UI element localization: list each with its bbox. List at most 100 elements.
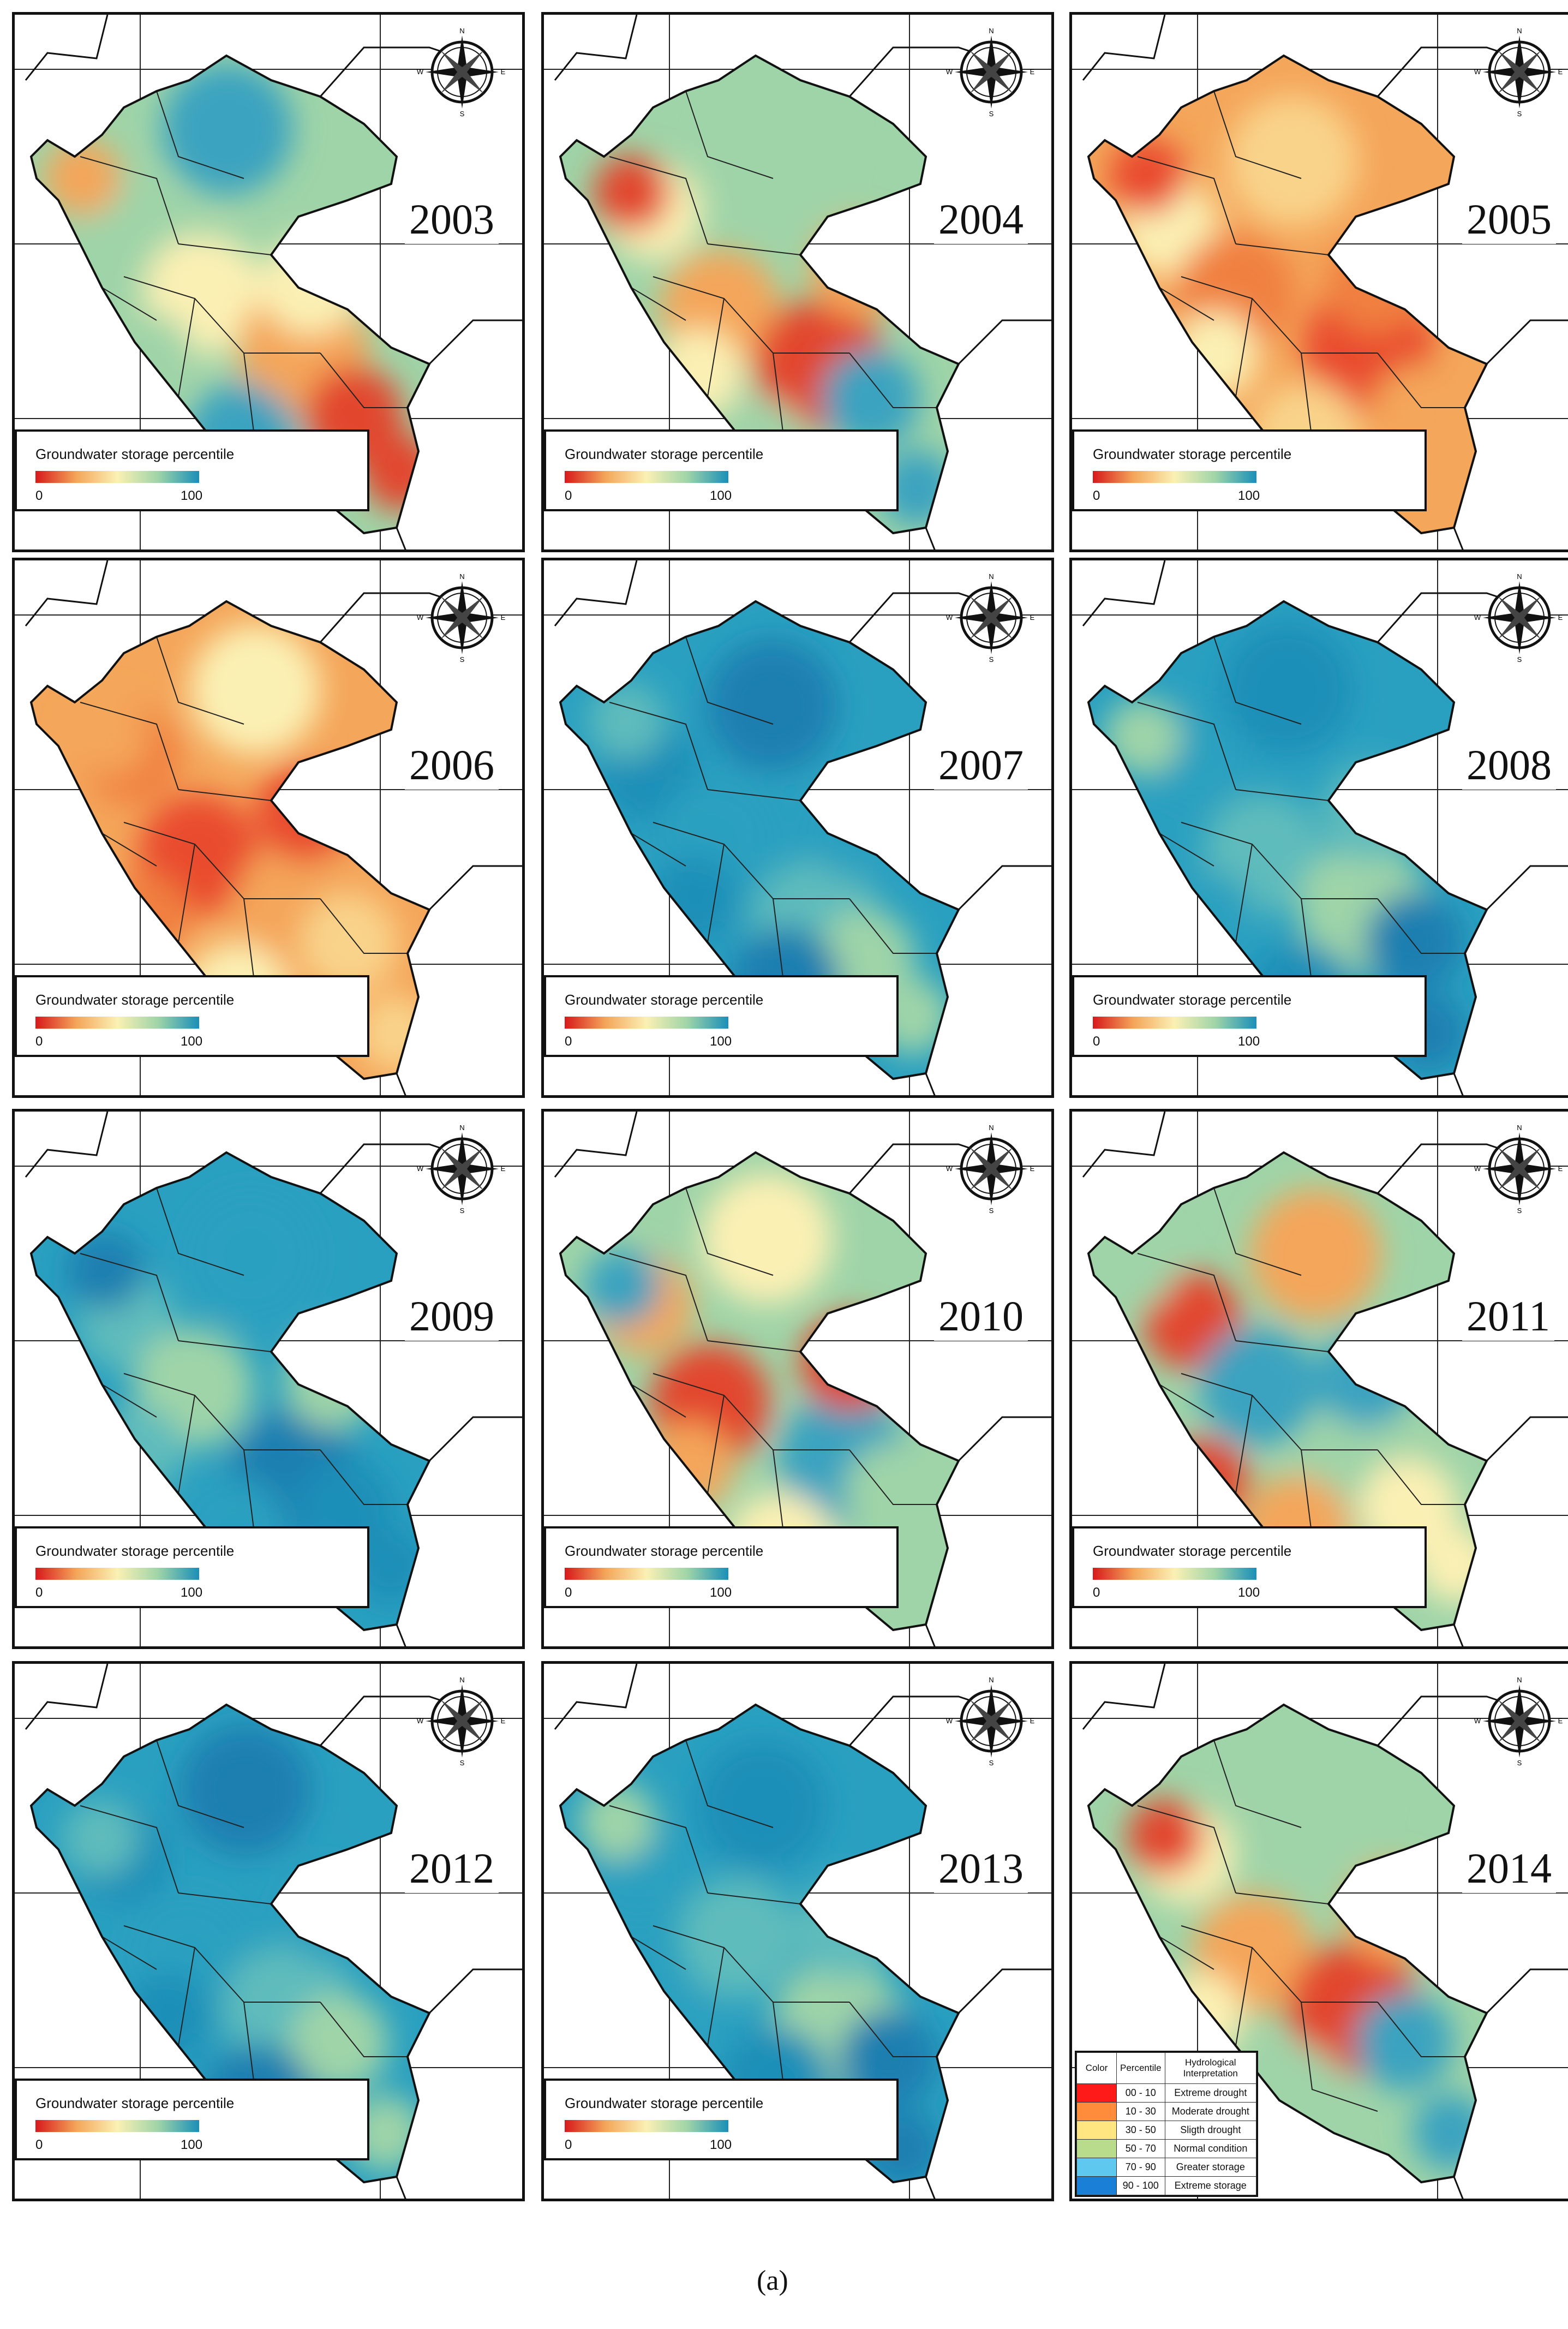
department-boundary [707, 789, 801, 801]
year-label: 2004 [934, 195, 1028, 244]
colorbar [1093, 1017, 1256, 1029]
storage-blob [1162, 1438, 1249, 1525]
map-panel-2012: N S E W 2012 Groundwater storage percentile 0 1… [12, 1661, 525, 2201]
compass-label-w: W [1474, 68, 1481, 76]
colorbar [565, 471, 728, 483]
legend-title: Groundwater storage percentile [1093, 992, 1292, 1008]
department-boundary [1137, 1253, 1236, 1341]
storage-blob [1199, 1327, 1319, 1447]
neighbor-border [554, 1112, 638, 1178]
year-label: 2007 [934, 740, 1028, 790]
legend-max: 100 [181, 1585, 203, 1600]
department-boundary [178, 789, 272, 801]
interpretation: Extreme drought [1164, 2083, 1257, 2103]
colorbar-legend: Groundwater storage percentile 0 100 [15, 429, 369, 511]
percentile-range: 00 - 10 [1116, 2083, 1165, 2103]
compass-label-e: E [1558, 613, 1563, 622]
department-boundary [1377, 2002, 1465, 2057]
neighbor-border [1082, 1664, 1166, 1730]
storage-blob [279, 1865, 377, 1963]
department-boundary [849, 353, 937, 408]
department-boundary [849, 2002, 937, 2057]
neighbor-border [925, 1073, 936, 1095]
department-boundary [320, 898, 408, 954]
compass-rose-icon: N S E W [1474, 572, 1563, 664]
legend-max: 100 [181, 488, 203, 503]
legend-title: Groundwater storage percentile [565, 992, 764, 1008]
colorbar-legend: Groundwater storage percentile 0 100 [544, 2079, 899, 2160]
storage-blob [72, 700, 148, 776]
compass-label-n: N [989, 27, 994, 35]
year-label: 2005 [1462, 195, 1556, 244]
peru-map [1072, 1664, 1568, 2199]
compass-label-e: E [501, 613, 506, 622]
legend-title: Groundwater storage percentile [35, 1543, 235, 1559]
legend-min: 0 [35, 1585, 43, 1600]
storage-blob [845, 1443, 943, 1541]
storage-blob [190, 624, 321, 755]
department-boundary [123, 1925, 320, 2003]
color-percentile-table: Color Percentile Hydrological Interpreta… [1075, 2051, 1258, 2197]
table-header-percentile: Percentile [1116, 2052, 1165, 2084]
map-panel-2014: N S E W 2014 [1069, 1661, 1568, 2201]
department-boundary [849, 1449, 937, 1505]
compass-label-s: S [1517, 1759, 1522, 1767]
compass-label-e: E [1558, 68, 1563, 76]
department-boundary [1235, 844, 1253, 943]
department-boundary [80, 702, 179, 790]
interpretation: Normal condition [1164, 2139, 1257, 2158]
compass-label-w: W [417, 68, 424, 76]
colorbar [35, 1017, 199, 1029]
neighbor-border [428, 1968, 522, 2014]
year-label: 2006 [405, 740, 499, 790]
department-boundary [156, 1740, 244, 1828]
storage-blob [44, 139, 121, 216]
neighbor-border [1453, 1624, 1464, 1646]
department-boundary [320, 353, 408, 408]
department-boundary [1181, 276, 1378, 354]
department-boundary [685, 636, 774, 725]
department-boundary [1159, 833, 1214, 867]
department-boundary [101, 287, 157, 321]
table-row: 50 - 70 Normal condition [1076, 2139, 1257, 2158]
color-swatch [1076, 2121, 1117, 2140]
compass-label-w: W [417, 1717, 424, 1725]
department-boundary [707, 243, 801, 255]
department-boundary [1213, 1740, 1302, 1828]
legend-title: Groundwater storage percentile [35, 992, 235, 1008]
department-boundary [156, 636, 244, 725]
compass-label-e: E [501, 68, 506, 76]
neighbor-border [1486, 865, 1568, 911]
map-panel-2003: N S E W 2003 Groundwater storage percentile 0 1… [12, 12, 525, 552]
legend-min: 0 [565, 488, 572, 503]
storage-blob [261, 237, 359, 335]
color-swatch [1076, 2083, 1117, 2103]
department-boundary [123, 1373, 320, 1450]
department-boundary [178, 844, 195, 943]
compass-label-e: E [1030, 1717, 1035, 1725]
neighbor-border [957, 1416, 1051, 1462]
storage-blob [1222, 623, 1353, 754]
neighbor-border [925, 527, 936, 550]
country-outline [29, 1703, 431, 2184]
department-boundary [685, 1187, 774, 1276]
legend-title: Groundwater storage percentile [35, 2095, 235, 2111]
neighbor-border [396, 527, 406, 550]
compass-label-w: W [946, 613, 953, 622]
department-boundary [1159, 287, 1214, 321]
colorbar [35, 471, 199, 483]
storage-blob [1250, 1189, 1381, 1320]
colorbar-legend: Groundwater storage percentile 0 100 [15, 2079, 369, 2160]
compass-label-w: W [946, 1164, 953, 1173]
department-boundary [849, 898, 937, 954]
storage-blob [707, 640, 837, 771]
compass-label-n: N [1517, 1676, 1522, 1684]
legend-min: 0 [565, 2137, 572, 2152]
table-row: 70 - 90 Greater storage [1076, 2158, 1257, 2177]
map-panel-2004: N S E W 2004 Groundwater storage percentile 0 1… [541, 12, 1054, 552]
department-boundary [631, 1936, 686, 1970]
storage-blob [284, 1330, 382, 1429]
legend-min: 0 [1093, 1034, 1100, 1049]
compass-rose-icon: N S E W [1474, 27, 1563, 118]
storage-blob [180, 1724, 311, 1855]
